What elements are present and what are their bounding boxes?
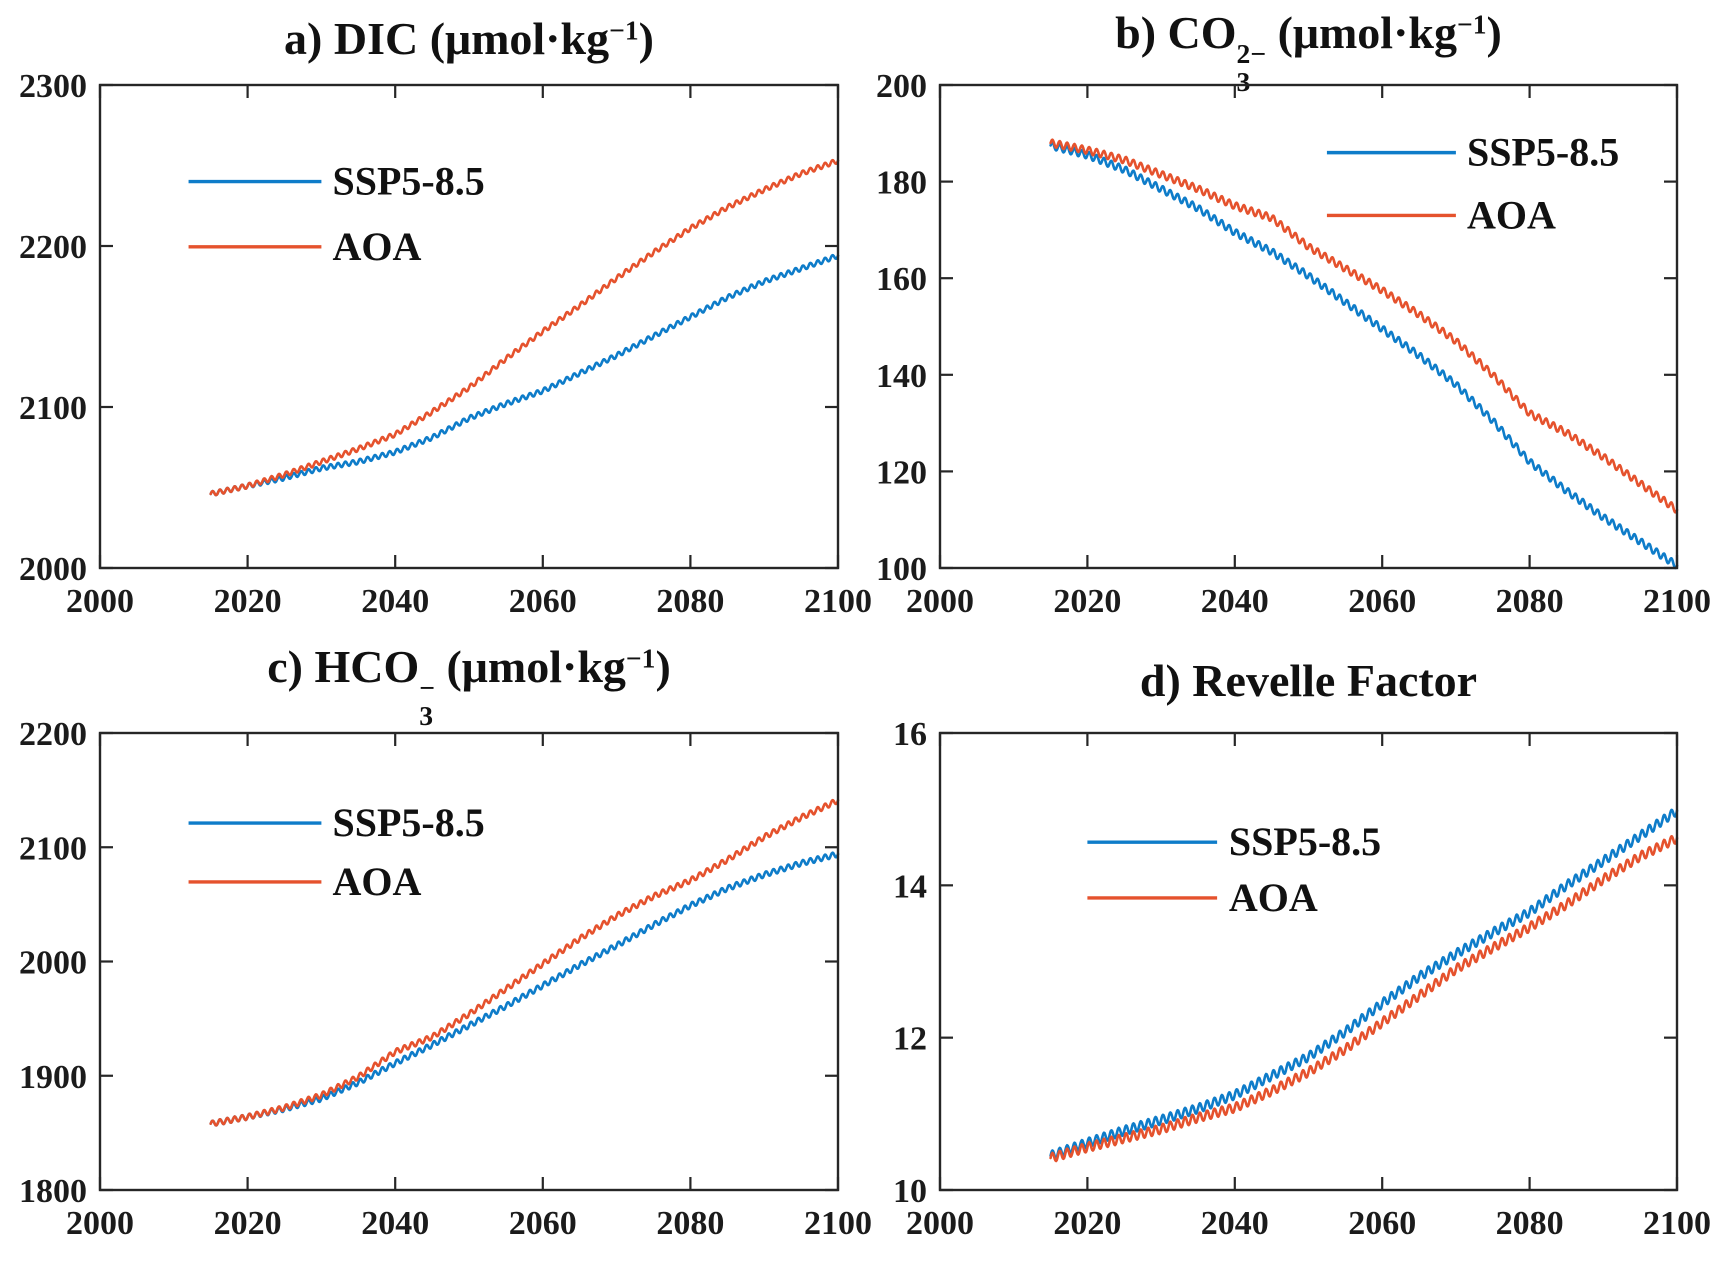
legend-label-aoa: AOA xyxy=(1229,875,1318,920)
x-tick-label-2080: 2080 xyxy=(1496,583,1564,620)
legend-label-ssp5-8-5: SSP5-8.5 xyxy=(332,800,484,845)
x-tick-label-2040: 2040 xyxy=(1201,583,1269,620)
y-tick-label-16: 16 xyxy=(893,716,927,753)
x-tick-label-2080: 2080 xyxy=(1496,1205,1564,1242)
y-tick-label-14: 14 xyxy=(893,868,927,905)
series-line-aoa xyxy=(1049,835,1679,1163)
x-tick-label-2080: 2080 xyxy=(656,583,724,620)
series-line-aoa xyxy=(209,798,840,1127)
x-tick-label-2040: 2040 xyxy=(1201,1205,1269,1242)
y-tick-label-2000: 2000 xyxy=(19,551,87,588)
axis-box xyxy=(938,83,1679,570)
x-tick-label-2000: 2000 xyxy=(906,583,974,620)
y-tick-label-160: 160 xyxy=(876,261,927,298)
panel-a-chart: 2000 2020 2040 2060 2080 2100 2000 2100 2200 2300… xyxy=(19,68,872,620)
series-line-ssp5-8-5 xyxy=(1049,808,1679,1160)
series-line-ssp5-8-5 xyxy=(1049,140,1679,570)
x-tick-label-2040: 2040 xyxy=(361,583,429,620)
x-tick-label-2000: 2000 xyxy=(66,583,134,620)
x-tick-label-2100: 2100 xyxy=(804,583,872,620)
axis-box xyxy=(98,83,840,570)
y-tick-label-140: 140 xyxy=(876,358,927,395)
x-tick-label-2100: 2100 xyxy=(1643,1205,1711,1242)
x-tick-label-2020: 2020 xyxy=(1053,583,1121,620)
y-tick-label-2300: 2300 xyxy=(19,68,87,105)
x-tick-label-2000: 2000 xyxy=(906,1205,974,1242)
series-line-ssp5-8-5 xyxy=(209,253,840,497)
panel-b-chart: 2000 2020 2040 2060 2080 2100 100 120 140 160 180 2… xyxy=(876,68,1711,620)
y-tick-label-10: 10 xyxy=(893,1173,927,1210)
y-tick-label-2200: 2200 xyxy=(19,716,87,753)
x-tick-label-2080: 2080 xyxy=(656,1205,724,1242)
x-tick-label-2060: 2060 xyxy=(509,583,577,620)
series-line-ssp5-8-5 xyxy=(209,851,840,1127)
x-tick-label-2060: 2060 xyxy=(509,1205,577,1242)
legend-label-aoa: AOA xyxy=(332,224,421,269)
y-tick-label-1900: 1900 xyxy=(19,1059,87,1096)
x-tick-label-2020: 2020 xyxy=(1053,1205,1121,1242)
axis-box xyxy=(938,731,1679,1192)
legend-label-aoa: AOA xyxy=(332,859,421,904)
y-tick-label-2100: 2100 xyxy=(19,830,87,867)
panel-c-chart: 2000 2020 2040 2060 2080 2100 1800 1900 2000 2100… xyxy=(19,716,872,1242)
y-tick-label-180: 180 xyxy=(876,165,927,202)
y-tick-label-200: 200 xyxy=(876,68,927,105)
legend-label-ssp5-8-5: SSP5-8.5 xyxy=(1467,130,1619,175)
x-tick-label-2060: 2060 xyxy=(1348,1205,1416,1242)
y-tick-label-120: 120 xyxy=(876,454,927,491)
x-tick-label-2000: 2000 xyxy=(66,1205,134,1242)
panel-d-chart: 2000 2020 2040 2060 2080 2100 10 12 14 16 SSP5-8.5… xyxy=(893,716,1711,1242)
y-tick-label-100: 100 xyxy=(876,551,927,588)
x-tick-label-2040: 2040 xyxy=(361,1205,429,1242)
y-tick-label-2100: 2100 xyxy=(19,390,87,427)
legend-label-ssp5-8-5: SSP5-8.5 xyxy=(332,159,484,204)
x-tick-label-2100: 2100 xyxy=(804,1205,872,1242)
legend-label-ssp5-8-5: SSP5-8.5 xyxy=(1229,819,1381,864)
x-tick-label-2020: 2020 xyxy=(214,1205,282,1242)
x-tick-label-2100: 2100 xyxy=(1643,583,1711,620)
series-line-aoa xyxy=(209,158,840,497)
y-tick-label-2000: 2000 xyxy=(19,945,87,982)
y-tick-label-1800: 1800 xyxy=(19,1173,87,1210)
y-tick-label-2200: 2200 xyxy=(19,229,87,266)
series-line-aoa xyxy=(1049,138,1679,514)
x-tick-label-2060: 2060 xyxy=(1348,583,1416,620)
y-tick-label-12: 12 xyxy=(893,1021,927,1058)
x-tick-label-2020: 2020 xyxy=(214,583,282,620)
legend-label-aoa: AOA xyxy=(1467,192,1556,237)
